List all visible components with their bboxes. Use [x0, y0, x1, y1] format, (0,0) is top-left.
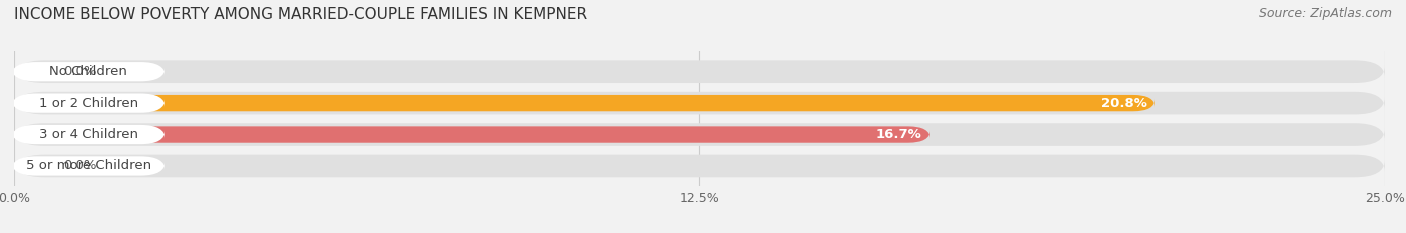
FancyBboxPatch shape: [14, 158, 46, 174]
Text: 0.0%: 0.0%: [63, 159, 97, 172]
Text: No Children: No Children: [49, 65, 127, 78]
FancyBboxPatch shape: [14, 126, 929, 143]
FancyBboxPatch shape: [14, 64, 46, 80]
FancyBboxPatch shape: [11, 156, 165, 176]
FancyBboxPatch shape: [14, 155, 1385, 177]
FancyBboxPatch shape: [14, 123, 1385, 146]
FancyBboxPatch shape: [14, 95, 1154, 111]
Text: 5 or more Children: 5 or more Children: [25, 159, 150, 172]
Text: 3 or 4 Children: 3 or 4 Children: [38, 128, 138, 141]
FancyBboxPatch shape: [14, 92, 1385, 114]
FancyBboxPatch shape: [14, 60, 1385, 83]
Text: 20.8%: 20.8%: [1101, 97, 1146, 110]
Text: INCOME BELOW POVERTY AMONG MARRIED-COUPLE FAMILIES IN KEMPNER: INCOME BELOW POVERTY AMONG MARRIED-COUPL…: [14, 7, 588, 22]
FancyBboxPatch shape: [11, 125, 165, 144]
FancyBboxPatch shape: [11, 62, 165, 81]
Text: 0.0%: 0.0%: [63, 65, 97, 78]
Text: 16.7%: 16.7%: [876, 128, 921, 141]
Text: Source: ZipAtlas.com: Source: ZipAtlas.com: [1258, 7, 1392, 20]
FancyBboxPatch shape: [11, 93, 165, 113]
Text: 1 or 2 Children: 1 or 2 Children: [38, 97, 138, 110]
